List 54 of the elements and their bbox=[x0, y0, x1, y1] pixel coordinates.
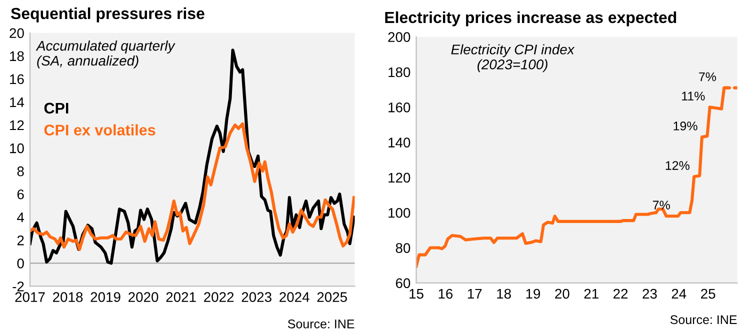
text: CPI bbox=[44, 102, 68, 114]
y-tick-label: 180 bbox=[388, 67, 410, 78]
y-tick-label: 12 bbox=[10, 120, 24, 130]
y-tick-label: 6 bbox=[17, 189, 24, 200]
annotation: 7% bbox=[652, 200, 670, 210]
x-tick-label: 22 bbox=[614, 288, 628, 299]
x-tick-label: 2021 bbox=[166, 292, 196, 302]
y-tick-label: 120 bbox=[388, 172, 410, 183]
annotation: 19% bbox=[674, 122, 698, 130]
x-tick-label: 2025 bbox=[317, 292, 347, 302]
x-tick-label: 15 bbox=[410, 289, 424, 299]
x-tick-label: 2022 bbox=[204, 292, 234, 302]
text: CPI ex volatiles bbox=[44, 124, 156, 136]
y-tick-label: 100 bbox=[388, 208, 410, 218]
y-tick-label: 0 bbox=[17, 258, 24, 268]
x-tick-label: 23 bbox=[642, 288, 657, 299]
x-tick-label: 2024 bbox=[280, 292, 310, 302]
x-tick-label: 18 bbox=[497, 288, 511, 299]
y-tick-label: 80 bbox=[396, 243, 410, 253]
x-tick-label: 16 bbox=[438, 288, 453, 299]
x-tick-label: 21 bbox=[584, 288, 598, 299]
y-tick-label: 16 bbox=[10, 74, 24, 84]
annotation: Electricity CPI index (2023=100) bbox=[451, 44, 575, 72]
x-tick-label: 2023 bbox=[242, 292, 272, 302]
x-tick-label: 20 bbox=[555, 288, 570, 299]
chart-title: Electricity prices increase as expected bbox=[385, 11, 676, 26]
annotation: 7% bbox=[699, 72, 716, 82]
x-tick-label: 2020 bbox=[128, 292, 158, 302]
y-tick-label: 10 bbox=[10, 143, 24, 154]
y-tick-label: 8 bbox=[17, 166, 24, 176]
chart-title: Sequential pressures rise bbox=[10, 7, 204, 22]
y-tick-label: 60 bbox=[396, 278, 410, 288]
x-tick-label: 2018 bbox=[53, 292, 83, 302]
annotation: 12% bbox=[666, 161, 690, 170]
x-tick-label: 2019 bbox=[90, 292, 120, 302]
annotation: Accumulated quarterly (SA, annualized) bbox=[36, 40, 176, 68]
line-series bbox=[30, 122, 355, 251]
y-tick-label: 200 bbox=[388, 32, 410, 42]
y-tick-label: 140 bbox=[388, 138, 410, 148]
source-note: Source: INE bbox=[288, 319, 354, 328]
x-tick-label: 24 bbox=[672, 288, 686, 299]
x-tick-label: 2017 bbox=[15, 292, 45, 302]
x-tick-label: 19 bbox=[526, 288, 540, 299]
source-note: Source: INE bbox=[670, 315, 737, 324]
y-tick-label: 2 bbox=[17, 236, 24, 246]
y-tick-label: -2 bbox=[12, 282, 24, 292]
y-tick-label: 4 bbox=[17, 212, 24, 222]
y-tick-label: 18 bbox=[10, 51, 24, 62]
x-tick-label: 25 bbox=[701, 288, 716, 299]
y-tick-label: 14 bbox=[10, 97, 24, 108]
annotation: 11% bbox=[682, 92, 705, 100]
x-tick-label: 17 bbox=[468, 289, 482, 299]
y-tick-label: 160 bbox=[388, 102, 410, 112]
y-tick-label: 20 bbox=[10, 28, 24, 38]
